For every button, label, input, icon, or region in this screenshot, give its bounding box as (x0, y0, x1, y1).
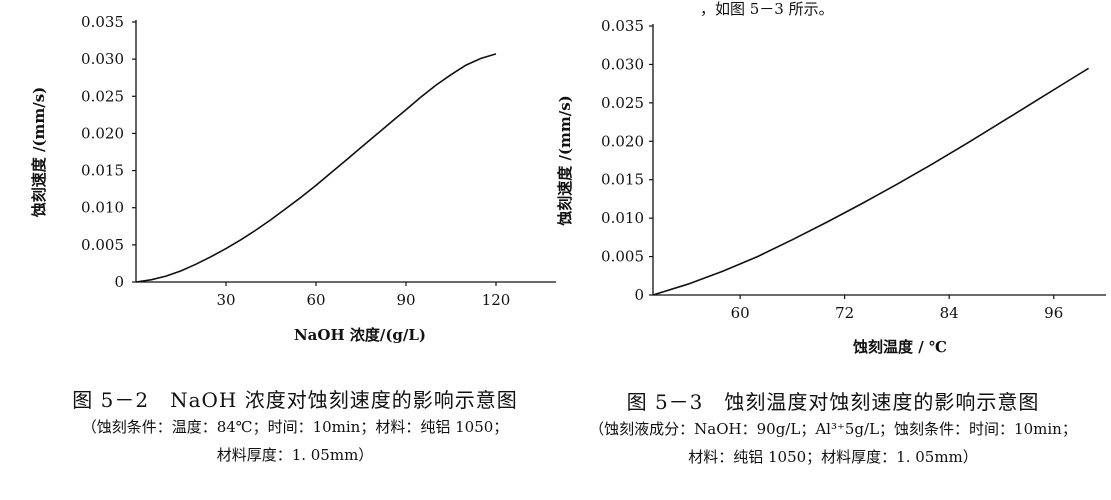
caption-1-note-line2: 材料厚度：1. 05mm） (216, 446, 374, 464)
x-tick-label: 60 (306, 291, 325, 309)
y-tick-label: 0.020 (81, 124, 124, 142)
caption-2-note-line2: 材料：纯铝 1050；材料厚度：1. 05mm） (688, 448, 978, 466)
y-tick-label: 0.015 (601, 171, 644, 189)
caption-1-title: 图 5－2 NaOH 浓度对蚀刻速度的影响示意图 (72, 388, 518, 412)
caption-2-title: 图 5－3 蚀刻温度对蚀刻速度的影响示意图 (626, 390, 1040, 414)
y-axis-label: 蚀刻速度 /(mm/s) (556, 95, 574, 227)
x-axis-label: 蚀刻温度 / ℃ (852, 338, 947, 356)
x-tick-label: 120 (482, 291, 511, 309)
x-axis-label: NaOH 浓度/(g/L) (294, 326, 426, 344)
caption-2: 图 5－3 蚀刻温度对蚀刻速度的影响示意图 （蚀刻液成分：NaOH：90g/L；… (555, 386, 1111, 471)
chart-etching-temperature: 0 0.005 0.010 0.015 0.020 0.025 0.030 0.035 60 72… (556, 17, 1106, 356)
y-tick-label: 0.010 (81, 199, 124, 217)
x-tick-label: 90 (396, 291, 415, 309)
caption-1-note-line1: （蚀刻条件：温度：84℃；时间：10min；材料：纯铝 1050； (81, 418, 509, 436)
chart-naoh-concentration: 0 0.005 0.010 0.015 0.020 0.025 0.030 0.035 30 60… (30, 13, 556, 344)
x-tick-label: 96 (1044, 304, 1063, 322)
y-tick-label: 0.005 (601, 248, 644, 266)
page-top-fragment: ，如图 5－3 所示。 (700, 0, 834, 18)
x-tick-label: 84 (940, 304, 959, 322)
series-line (652, 67, 1090, 296)
y-tick-label: 0.025 (601, 94, 644, 112)
y-tick-label: 0.010 (601, 209, 644, 227)
caption-2-note-line1: （蚀刻液成分：NaOH：90g/L；Al³⁺5g/L；蚀刻条件：时间：10min… (589, 420, 1077, 438)
y-tick-label: 0.030 (81, 50, 124, 68)
y-tick-label: 0.035 (81, 13, 124, 31)
y-tick-label: 0.025 (81, 87, 124, 105)
x-tick-label: 72 (835, 304, 854, 322)
y-tick-label: 0 (114, 273, 124, 291)
x-tick-label: 30 (216, 291, 235, 309)
y-tick-label: 0.020 (601, 132, 644, 150)
y-tick-label: 0.015 (81, 162, 124, 180)
y-tick-label: 0 (634, 286, 644, 304)
y-tick-label: 0.005 (81, 236, 124, 254)
y-tick-label: 0.030 (601, 55, 644, 73)
caption-1: 图 5－2 NaOH 浓度对蚀刻速度的影响示意图 （蚀刻条件：温度：84℃；时间… (40, 384, 550, 469)
x-tick-label: 60 (731, 304, 750, 322)
series-line (135, 53, 497, 283)
y-axis-label: 蚀刻速度 /(mm/s) (30, 87, 48, 219)
y-tick-label: 0.035 (601, 17, 644, 35)
